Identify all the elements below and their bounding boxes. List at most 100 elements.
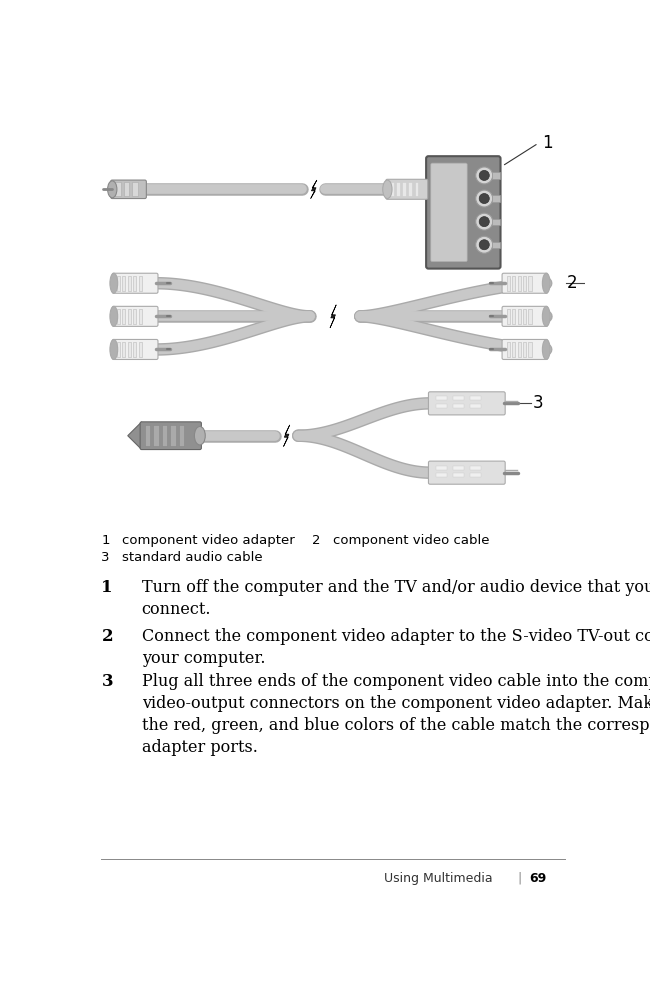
Bar	[471, 466, 481, 470]
Bar	[436, 396, 447, 400]
Bar	[453, 466, 464, 470]
Ellipse shape	[108, 181, 117, 198]
Ellipse shape	[479, 170, 489, 180]
Bar	[138, 309, 142, 324]
Bar	[512, 276, 515, 291]
Bar	[179, 425, 185, 446]
Polygon shape	[330, 305, 336, 328]
Bar	[492, 242, 500, 248]
Bar	[117, 276, 120, 291]
Text: 2: 2	[101, 628, 113, 645]
Ellipse shape	[479, 194, 489, 204]
Bar	[436, 404, 447, 408]
Bar	[133, 182, 138, 196]
FancyBboxPatch shape	[140, 422, 202, 450]
Bar	[415, 182, 419, 196]
Bar	[528, 276, 532, 291]
Bar	[492, 172, 500, 179]
Bar	[138, 276, 142, 291]
Text: 69: 69	[529, 872, 547, 885]
Bar	[117, 342, 120, 357]
Bar	[128, 276, 131, 291]
Bar	[528, 309, 532, 324]
Bar	[507, 342, 510, 357]
Ellipse shape	[194, 426, 205, 445]
Bar	[471, 473, 481, 477]
Text: 1: 1	[101, 534, 110, 547]
Ellipse shape	[542, 306, 550, 326]
Bar	[436, 473, 447, 477]
Bar	[453, 473, 464, 477]
Bar	[523, 309, 526, 324]
FancyBboxPatch shape	[431, 163, 467, 262]
Text: Plug all three ends of the component video cable into the component
video-output: Plug all three ends of the component vid…	[142, 673, 650, 756]
Ellipse shape	[110, 273, 118, 293]
Text: 1: 1	[542, 134, 553, 152]
Bar	[117, 309, 120, 324]
FancyBboxPatch shape	[502, 339, 548, 359]
Text: 3: 3	[101, 551, 110, 564]
Text: 1: 1	[101, 579, 113, 596]
Bar	[453, 396, 464, 400]
Bar	[408, 182, 412, 196]
Bar	[492, 219, 500, 225]
Bar	[124, 182, 129, 196]
Polygon shape	[311, 180, 317, 199]
FancyBboxPatch shape	[428, 392, 505, 415]
FancyBboxPatch shape	[428, 461, 505, 484]
Polygon shape	[128, 422, 142, 450]
Text: 2: 2	[567, 274, 578, 292]
Bar	[402, 182, 406, 196]
Text: 3: 3	[532, 394, 543, 412]
Text: standard audio cable: standard audio cable	[122, 551, 262, 564]
Bar	[517, 342, 521, 357]
Text: component video cable: component video cable	[333, 534, 489, 547]
Bar	[128, 309, 131, 324]
Bar	[492, 195, 500, 202]
FancyBboxPatch shape	[111, 180, 146, 199]
Text: Turn off the computer and the TV and/or audio device that you want to
connect.: Turn off the computer and the TV and/or …	[142, 579, 650, 618]
FancyBboxPatch shape	[502, 273, 548, 293]
Ellipse shape	[479, 240, 489, 250]
Ellipse shape	[476, 236, 493, 253]
FancyBboxPatch shape	[502, 306, 548, 326]
Bar	[390, 182, 393, 196]
Text: 2: 2	[312, 534, 320, 547]
Bar	[122, 342, 125, 357]
Bar	[517, 276, 521, 291]
Bar	[162, 425, 167, 446]
Text: Connect the component video adapter to the S-video TV-out connector on
your comp: Connect the component video adapter to t…	[142, 628, 650, 667]
Bar	[471, 404, 481, 408]
Bar	[122, 276, 125, 291]
Bar	[133, 276, 136, 291]
Ellipse shape	[479, 217, 489, 227]
Bar	[145, 425, 150, 446]
Text: component video adapter: component video adapter	[122, 534, 294, 547]
Ellipse shape	[542, 339, 550, 359]
Bar	[523, 276, 526, 291]
Bar	[436, 466, 447, 470]
FancyBboxPatch shape	[386, 179, 428, 199]
Ellipse shape	[383, 180, 392, 199]
Polygon shape	[283, 425, 290, 446]
Bar	[122, 309, 125, 324]
Bar	[453, 404, 464, 408]
FancyBboxPatch shape	[112, 306, 158, 326]
Bar	[396, 182, 400, 196]
Bar	[128, 342, 131, 357]
Bar	[133, 342, 136, 357]
Bar	[133, 309, 136, 324]
Bar	[512, 342, 515, 357]
Bar	[153, 425, 159, 446]
Ellipse shape	[110, 306, 118, 326]
Bar	[471, 396, 481, 400]
FancyBboxPatch shape	[112, 273, 158, 293]
Bar	[138, 342, 142, 357]
Ellipse shape	[476, 190, 493, 207]
Ellipse shape	[110, 339, 118, 359]
Text: 3: 3	[101, 673, 113, 690]
Bar	[507, 276, 510, 291]
Bar	[528, 342, 532, 357]
Ellipse shape	[476, 213, 493, 230]
FancyBboxPatch shape	[426, 156, 500, 269]
